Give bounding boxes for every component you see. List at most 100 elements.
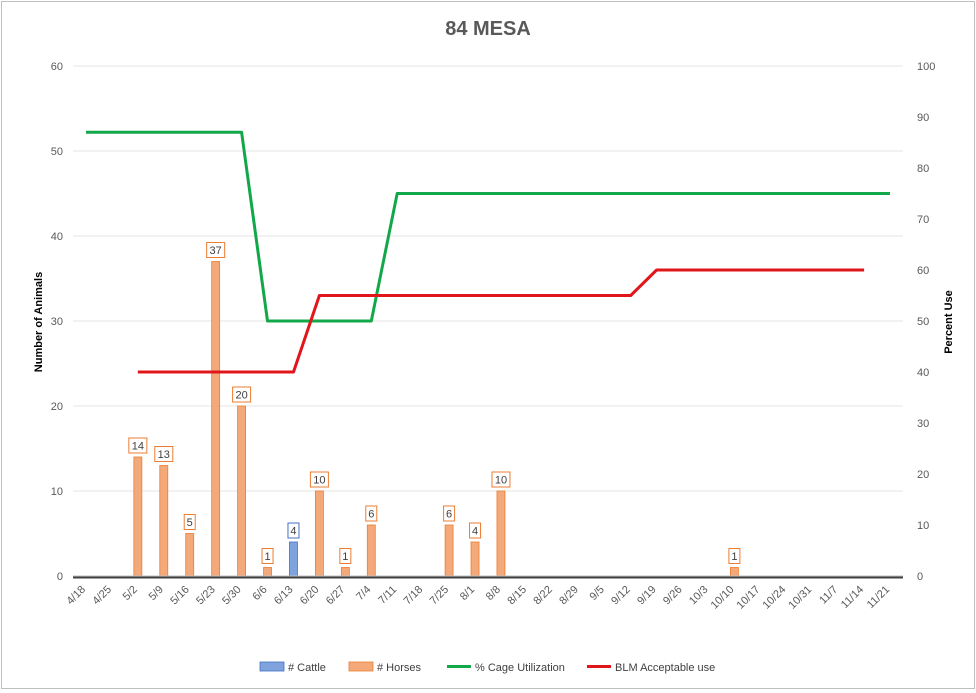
bars — [133, 261, 739, 577]
x-tick-label: 7/25 — [428, 584, 452, 608]
x-tick-label: 6/20 — [298, 584, 322, 608]
data-label-box — [287, 522, 300, 539]
data-label-box — [365, 505, 378, 522]
y-tick-label: 20 — [51, 401, 63, 413]
y-axis-title: Number of Animals — [33, 272, 45, 372]
y2-axis-title: Percent Use — [943, 290, 955, 354]
y2-tick-label: 70 — [917, 214, 929, 226]
data-label-box — [128, 437, 148, 454]
bar — [315, 490, 324, 577]
series-lines — [86, 130, 890, 374]
bar — [444, 524, 454, 577]
x-tick-label: 8/15 — [505, 584, 529, 608]
x-tick-label: 6/6 — [250, 584, 269, 603]
data-label: 1 — [342, 551, 348, 563]
legend-label: # Cattle — [288, 662, 326, 674]
bar — [237, 405, 246, 577]
y-tick-label: 10 — [51, 486, 63, 498]
data-label-box — [309, 471, 329, 488]
bar — [211, 261, 221, 577]
series-line — [86, 130, 890, 323]
legend-label: % Cage Utilization — [475, 662, 565, 674]
x-tick-label: 5/23 — [194, 584, 218, 608]
data-label: 4 — [472, 526, 478, 538]
data-label: 20 — [235, 390, 247, 402]
y-tick-label: 0 — [57, 571, 63, 583]
y2-tick-label: 60 — [917, 265, 929, 277]
bar — [496, 490, 506, 577]
y-tick-label: 50 — [51, 146, 63, 158]
data-label: 10 — [495, 475, 507, 487]
data-label-box — [443, 505, 456, 522]
data-label-box — [261, 548, 274, 564]
x-tick-label: 5/30 — [220, 584, 244, 608]
y-tick-label: 30 — [51, 316, 63, 328]
legend-label: BLM Acceptable use — [615, 662, 715, 674]
data-label: 6 — [368, 509, 374, 521]
gridlines — [73, 65, 903, 492]
bar — [133, 456, 143, 577]
x-tick-label: 9/5 — [588, 584, 607, 603]
data-label-box — [232, 386, 252, 403]
y2-tick-label: 20 — [917, 469, 929, 481]
legend-swatch — [348, 661, 374, 672]
x-tick-label: 8/8 — [484, 584, 503, 603]
x-tick-label: 7/18 — [402, 584, 426, 608]
x-tick-label: 5/16 — [168, 584, 192, 608]
x-tick-label: 7/4 — [354, 584, 373, 603]
x-tick-label: 10/17 — [735, 584, 763, 612]
y2-tick-label: 10 — [917, 520, 929, 532]
data-label: 10 — [313, 475, 325, 487]
data-label: 37 — [210, 245, 222, 257]
x-tick-label: 4/25 — [90, 584, 114, 608]
legend-label: # Horses — [377, 662, 422, 674]
legend: # Cattle # Horses % Cage Utilization BLM Ac… — [259, 661, 715, 674]
y2-tick-label: 40 — [917, 367, 929, 379]
bar — [366, 524, 376, 577]
y2-tick-label: 30 — [917, 418, 929, 430]
x-tick-label: 10/10 — [709, 584, 737, 612]
y-tick-label: 60 — [51, 61, 63, 73]
bar — [185, 533, 195, 577]
data-label-box — [154, 446, 174, 462]
x-tick-label: 7/11 — [376, 584, 399, 607]
x-tick-label: 6/13 — [272, 584, 296, 608]
x-tick-label: 9/12 — [609, 584, 633, 608]
data-label-box — [183, 514, 196, 530]
x-tick-label: 5/9 — [147, 584, 166, 603]
y-tick-label: 40 — [51, 231, 63, 243]
data-label-box — [491, 471, 511, 488]
data-label-box — [728, 548, 741, 564]
legend-swatch — [259, 661, 285, 672]
bar — [470, 541, 480, 577]
x-tick-label: 9/26 — [661, 584, 685, 608]
x-tick-label: 10/31 — [786, 584, 814, 612]
bar — [289, 541, 298, 577]
data-label: 14 — [132, 441, 144, 453]
data-label-box — [206, 242, 226, 258]
data-label-box — [339, 548, 352, 564]
bar — [730, 567, 739, 577]
x-tick-label: 5/2 — [121, 584, 140, 603]
y2-tick-label: 0 — [917, 571, 923, 583]
x-tick-label: 11/14 — [839, 584, 866, 611]
bar — [263, 567, 272, 577]
x-tick-label: 11/21 — [865, 584, 892, 611]
data-label: 13 — [158, 449, 170, 461]
y2-tick-label: 100 — [917, 61, 935, 73]
bar — [159, 465, 169, 577]
y2-tick-label: 90 — [917, 112, 929, 124]
data-label: 1 — [731, 551, 737, 563]
x-tick-label: 4/18 — [64, 584, 88, 608]
bar — [340, 567, 350, 577]
data-label: 5 — [187, 517, 193, 529]
x-tick-label: 9/19 — [635, 584, 659, 608]
x-tick-label: 10/24 — [760, 584, 788, 612]
data-label: 6 — [446, 509, 452, 521]
series-line — [137, 268, 865, 374]
x-tick-label: 8/22 — [531, 584, 555, 608]
data-label-box — [469, 522, 482, 539]
